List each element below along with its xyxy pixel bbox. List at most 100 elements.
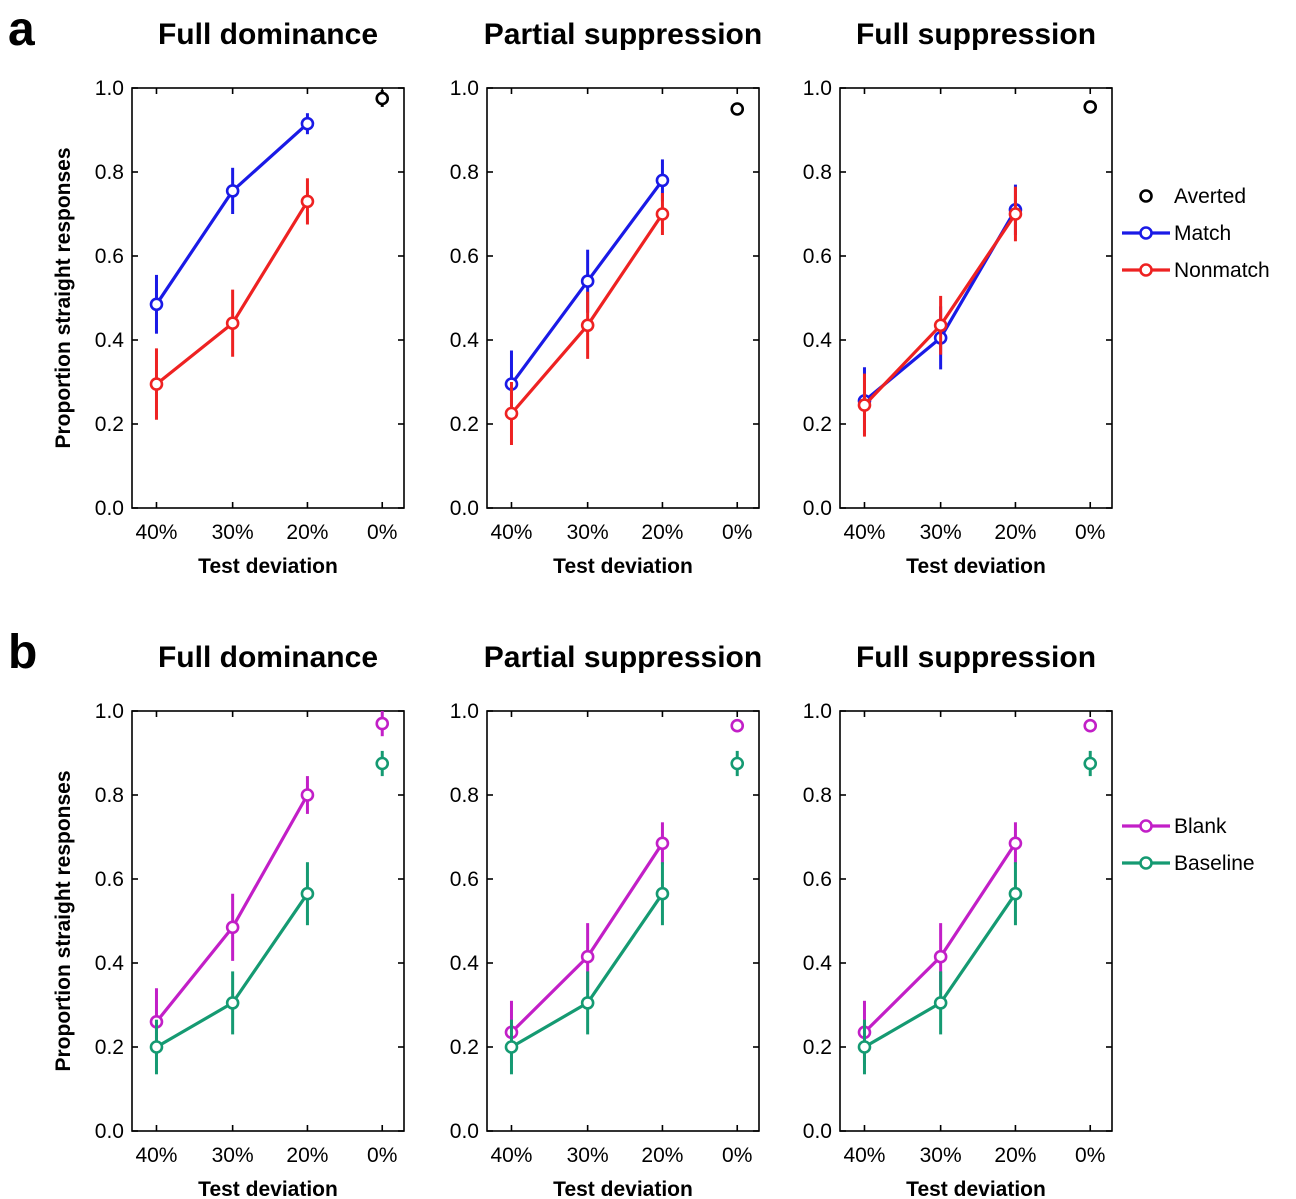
legend-label: Averted xyxy=(1174,185,1246,208)
plot-frame xyxy=(486,710,760,1132)
chart-a-full-suppression: Full suppression 0.0 0.2 0.4 0.6 0.8 1.0 40% 30%… xyxy=(803,18,1113,578)
y-tick-label: 1.0 xyxy=(95,700,124,723)
x-tick-label: 0% xyxy=(722,1144,752,1167)
plot-frame xyxy=(131,87,405,509)
series-match xyxy=(149,113,315,334)
y-tick-label: 0.8 xyxy=(803,161,832,184)
y-tick-label: 0.0 xyxy=(803,497,832,520)
chart-a-full-dominance: Full dominance 0.0 0.2 0.4 0.6 0.8 1.0 40% 30% 20… xyxy=(52,18,405,578)
chart-title: Partial suppression xyxy=(484,18,762,51)
x-tick-label: 30% xyxy=(567,521,609,544)
x-tick-label: 20% xyxy=(641,1144,683,1167)
panel-letter-a: a xyxy=(8,3,35,56)
x-tick-label: 40% xyxy=(843,1144,885,1167)
x-axis-label: Test deviation xyxy=(198,555,338,578)
y-tick-label: 0.4 xyxy=(803,952,833,975)
legend-marker xyxy=(1139,263,1153,277)
x-tick-label: 40% xyxy=(843,521,885,544)
legend-marker xyxy=(1139,226,1153,240)
y-tick-label: 1.0 xyxy=(450,77,479,100)
chart-title: Full dominance xyxy=(158,18,378,51)
y-tick-label: 0.8 xyxy=(450,161,479,184)
y-tick-label: 0.2 xyxy=(95,413,124,436)
data-point xyxy=(300,116,315,131)
x-tick-label: 40% xyxy=(490,521,532,544)
x-tick-label: 20% xyxy=(286,521,328,544)
legend-marker xyxy=(1139,189,1153,203)
data-point xyxy=(655,173,670,188)
data-point xyxy=(225,996,240,1010)
chart-b-full-dominance: Full dominance 0.0 0.2 0.4 0.6 0.8 1.0 40% 30% 20… xyxy=(52,641,405,1199)
y-tick-label: 0.8 xyxy=(95,161,124,184)
legend-item-baseline: Baseline xyxy=(1122,852,1255,875)
data-point xyxy=(375,756,390,771)
y-tick-label: 0.2 xyxy=(450,413,479,436)
y-tick-label: 0.0 xyxy=(95,1120,124,1143)
data-point xyxy=(655,886,670,901)
y-tick-label: 0.6 xyxy=(95,245,124,268)
y-tick-label: 1.0 xyxy=(95,77,124,100)
x-tick-label: 30% xyxy=(920,1144,962,1167)
data-point xyxy=(225,316,240,331)
legend-label: Match xyxy=(1174,222,1231,245)
data-point xyxy=(149,1040,164,1054)
x-tick-label: 0% xyxy=(722,521,752,544)
x-tick-label: 30% xyxy=(212,521,254,544)
data-point xyxy=(580,318,595,333)
x-axis-label: Test deviation xyxy=(553,1178,693,1199)
y-tick-label: 0.0 xyxy=(95,497,124,520)
data-point xyxy=(375,91,390,106)
y-tick-label: 0.6 xyxy=(450,868,479,891)
legend-label: Baseline xyxy=(1174,852,1255,875)
y-tick-label: 0.4 xyxy=(95,329,125,352)
y-tick-label: 0.2 xyxy=(803,1036,832,1059)
data-point xyxy=(933,949,948,964)
legend-a: Averted Match Nonmatch xyxy=(1122,185,1270,282)
x-tick-label: 0% xyxy=(367,521,397,544)
panel-letter-b: b xyxy=(8,626,37,679)
data-point xyxy=(730,102,745,116)
x-tick-label: 20% xyxy=(994,1144,1036,1167)
y-tick-label: 0.4 xyxy=(803,329,833,352)
y-tick-label: 0.6 xyxy=(450,245,479,268)
chart-title: Full suppression xyxy=(856,18,1096,51)
data-point xyxy=(225,184,240,198)
y-tick-label: 0.8 xyxy=(803,784,832,807)
x-tick-label: 30% xyxy=(920,521,962,544)
x-tick-label: 20% xyxy=(286,1144,328,1167)
series-match xyxy=(504,159,670,418)
y-tick-label: 0.4 xyxy=(450,952,480,975)
series-baseline xyxy=(149,750,390,1075)
y-tick-label: 0.2 xyxy=(803,413,832,436)
plot-frame xyxy=(486,87,760,509)
y-tick-label: 0.0 xyxy=(450,1120,479,1143)
series-blank xyxy=(149,711,390,1056)
legend-marker xyxy=(1139,856,1153,870)
data-point xyxy=(149,297,164,312)
data-point xyxy=(1083,718,1098,733)
legend-item-blank: Blank xyxy=(1122,815,1227,838)
data-point xyxy=(580,996,595,1010)
series-averted xyxy=(1083,100,1098,114)
series-averted xyxy=(375,90,390,107)
data-point xyxy=(730,756,745,771)
x-axis-label: Test deviation xyxy=(553,555,693,578)
data-point xyxy=(730,718,745,733)
y-tick-label: 1.0 xyxy=(803,77,832,100)
data-point xyxy=(1008,207,1023,221)
y-tick-label: 0.4 xyxy=(95,952,125,975)
legend-label: Blank xyxy=(1174,815,1227,838)
data-point xyxy=(857,398,872,412)
legend-marker xyxy=(1139,819,1153,833)
series-blank xyxy=(504,718,745,1064)
plot-frame xyxy=(131,710,405,1132)
data-point xyxy=(225,920,240,935)
x-axis-label: Test deviation xyxy=(906,1178,1046,1199)
x-axis-label: Test deviation xyxy=(198,1178,338,1199)
y-tick-label: 0.2 xyxy=(450,1036,479,1059)
y-tick-label: 0.4 xyxy=(450,329,480,352)
data-point xyxy=(580,949,595,964)
y-tick-label: 0.6 xyxy=(803,868,832,891)
x-tick-label: 40% xyxy=(135,1144,177,1167)
data-point xyxy=(1083,756,1098,771)
